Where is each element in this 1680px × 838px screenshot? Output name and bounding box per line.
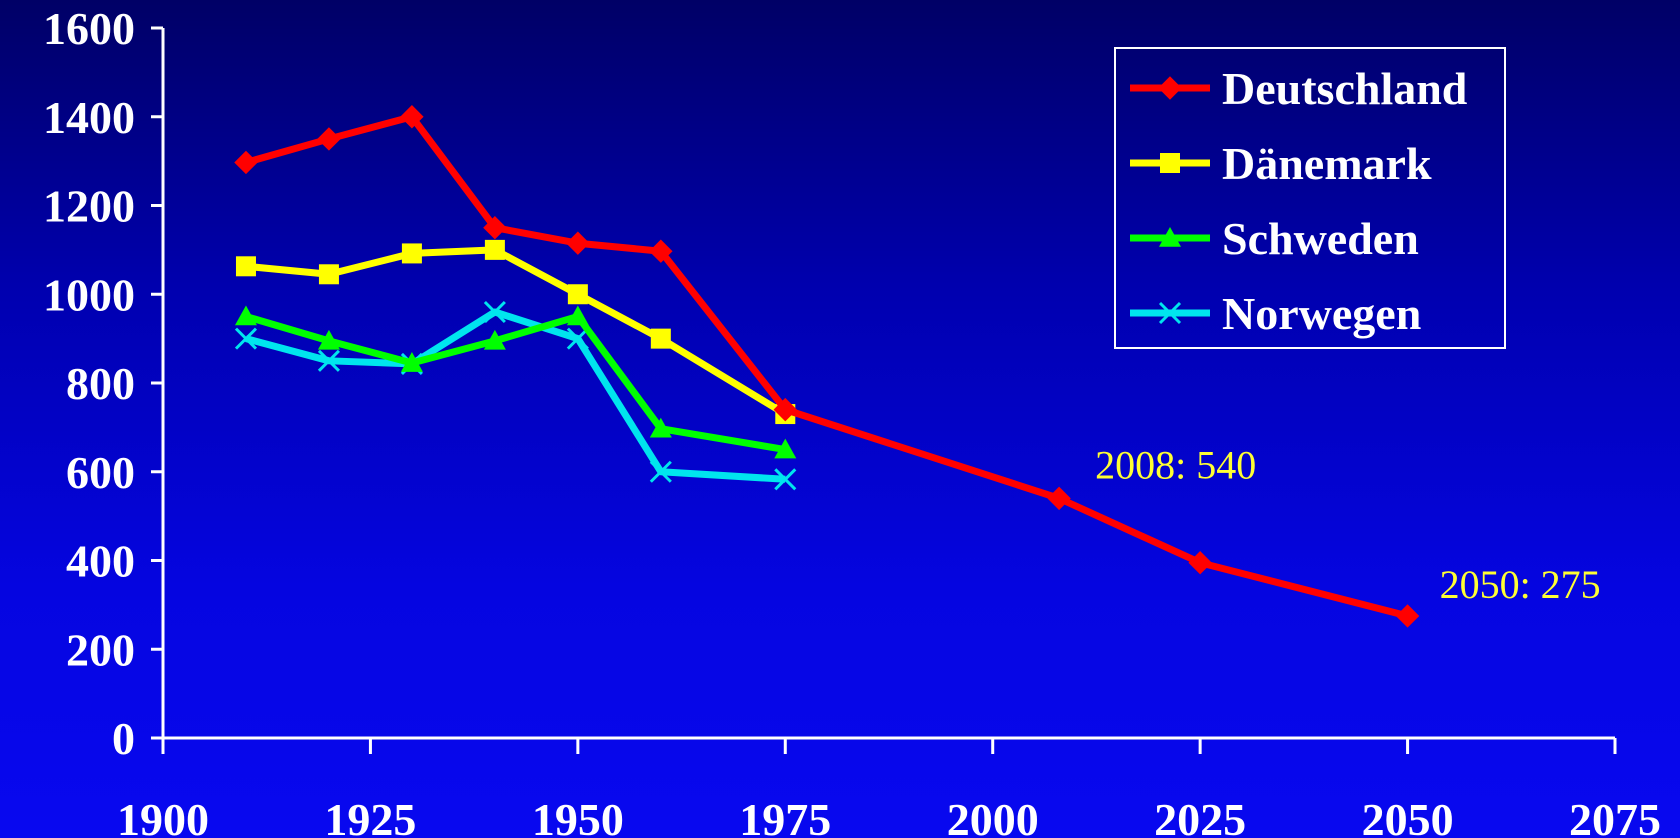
data-point-deutschland — [1395, 604, 1420, 628]
y-tick-label: 1400 — [43, 92, 135, 143]
x-tick-label: 1950 — [532, 794, 624, 838]
marker-stroke — [566, 327, 589, 350]
y-tick-label: 600 — [66, 447, 135, 498]
x-tick-label: 2075 — [1569, 794, 1661, 838]
legend-box — [1114, 47, 1506, 349]
data-point-norwegen — [234, 327, 258, 350]
annotation-layer: 2008: 540 2050: 275 — [1095, 442, 1601, 607]
series-norwegen — [234, 300, 797, 491]
marker-stroke — [649, 460, 672, 483]
data-point-schweden — [649, 417, 672, 438]
legend-label: Dänemark — [1222, 138, 1432, 189]
data-point-norwegen — [483, 300, 506, 324]
legend-swatch-marker — [1158, 76, 1182, 100]
legend-item-schweden: Schweden — [1130, 213, 1419, 264]
series-daenemark — [235, 239, 796, 425]
x-tick-label: 1900 — [117, 794, 209, 838]
data-point-deutschland — [234, 150, 258, 175]
data-point-deutschland — [773, 397, 797, 422]
data-point-daenemark — [318, 264, 339, 285]
series-schweden — [234, 305, 797, 459]
legend-item-daenemark: Dänemark — [1130, 138, 1432, 189]
x-tick-label: 1975 — [739, 794, 831, 838]
annotation-label: 2008: 540 — [1095, 442, 1256, 487]
marker-stroke — [1158, 301, 1182, 325]
y-tick-label: 1000 — [43, 269, 135, 320]
y-tick-label: 800 — [66, 358, 135, 409]
data-point-deutschland — [566, 231, 590, 255]
series-line-deutschland — [245, 113, 1409, 620]
legend-label: Norwegen — [1222, 288, 1421, 339]
legend-swatch-marker — [1158, 301, 1182, 325]
legend-swatch-marker — [1159, 227, 1181, 247]
axes: 0 200 400 600 800 1000 1200 1400 1600 1900 1925 195… — [43, 3, 1661, 838]
annotation-label: 2050: 275 — [1440, 562, 1601, 607]
legend-item-norwegen: Norwegen — [1130, 288, 1421, 339]
legend-label: Schweden — [1222, 213, 1419, 264]
data-point-norwegen — [649, 460, 672, 483]
series-layer — [234, 105, 1420, 628]
legend-label: Deutschland — [1222, 63, 1468, 114]
data-point-norwegen — [317, 349, 341, 372]
data-point-schweden — [400, 352, 423, 372]
legend: Deutschland Dänemark Schweden Norwegen — [1114, 47, 1506, 349]
legend-swatch-marker — [1160, 153, 1180, 173]
data-point-deutschland — [649, 239, 673, 263]
y-tick-label: 400 — [66, 536, 135, 587]
x-tick-label: 1925 — [324, 794, 416, 838]
x-tick-label: 2025 — [1154, 794, 1246, 838]
data-point-norwegen — [566, 327, 589, 350]
data-point-daenemark — [567, 284, 588, 305]
marker-stroke — [483, 300, 506, 324]
y-tick-label: 1600 — [43, 3, 135, 54]
data-point-deutschland — [483, 215, 507, 240]
marker-stroke — [774, 468, 797, 491]
data-point-deutschland — [400, 105, 424, 129]
y-tick-label: 1200 — [43, 181, 135, 232]
data-point-schweden — [317, 329, 340, 350]
data-point-schweden — [234, 305, 257, 326]
marker-stroke — [317, 349, 341, 372]
series-deutschland — [234, 105, 1420, 628]
data-point-daenemark — [401, 243, 422, 264]
y-tick-label: 0 — [112, 713, 135, 764]
x-tick-label: 2050 — [1362, 794, 1454, 838]
legend-item-deutschland: Deutschland — [1130, 63, 1468, 114]
data-point-deutschland — [317, 127, 341, 151]
marker-stroke — [234, 327, 258, 350]
data-point-norwegen — [774, 468, 797, 491]
data-point-daenemark — [484, 239, 505, 260]
x-tick-label: 2000 — [947, 794, 1039, 838]
data-point-schweden — [483, 329, 506, 350]
data-point-daenemark — [650, 328, 671, 349]
y-tick-label: 200 — [66, 624, 135, 675]
data-point-daenemark — [235, 256, 256, 277]
data-point-deutschland — [1047, 486, 1071, 511]
data-point-deutschland — [1188, 551, 1212, 575]
data-point-schweden — [774, 438, 797, 459]
data-point-schweden — [566, 305, 589, 326]
